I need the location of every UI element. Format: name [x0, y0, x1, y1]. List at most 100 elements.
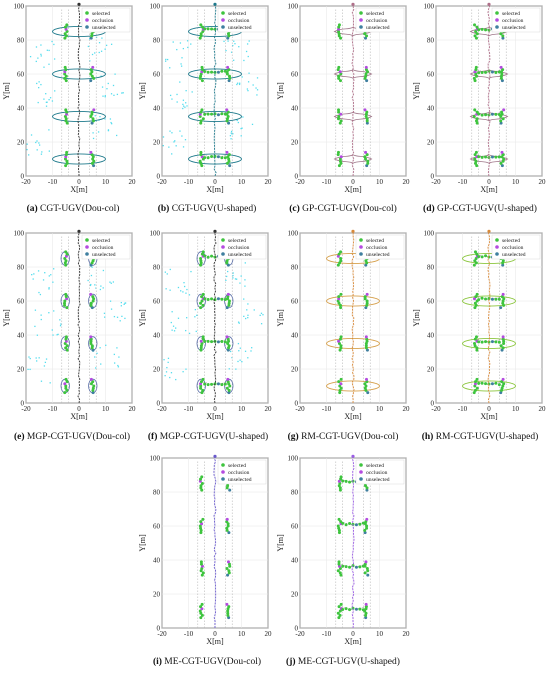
noise-point — [107, 82, 109, 85]
trajectory-path — [77, 5, 81, 177]
selected-point — [365, 486, 369, 490]
noise-point — [236, 119, 238, 122]
legend-marker — [85, 18, 89, 22]
y-tick-label: 60 — [153, 523, 161, 531]
selected-point — [363, 295, 367, 299]
occlusion-point — [226, 292, 230, 296]
noise-point — [100, 363, 102, 365]
selected-point — [366, 70, 370, 74]
selected-point — [89, 72, 93, 76]
x-tick-label: 0 — [213, 178, 217, 186]
selected-point — [499, 161, 503, 165]
noise-point — [40, 83, 42, 86]
selected-point — [337, 562, 341, 566]
noise-point — [169, 94, 172, 97]
legend-marker — [359, 11, 363, 15]
legend-label: selected — [92, 11, 110, 17]
selected-point — [501, 346, 505, 350]
noise-point — [223, 40, 225, 43]
selected-point — [64, 386, 68, 390]
selected-point — [226, 522, 230, 526]
selected-point — [199, 261, 203, 265]
x-tick-label: -20 — [295, 405, 305, 413]
legend-label: occlusion — [228, 245, 250, 251]
occlusion-point — [225, 108, 229, 112]
noise-point — [232, 133, 234, 135]
selected-point — [499, 76, 503, 80]
noise-point — [181, 135, 183, 137]
selected-point — [473, 23, 477, 27]
legend-marker — [359, 238, 363, 242]
noise-point — [109, 300, 112, 302]
selected-point — [64, 119, 68, 123]
trajectory-path — [487, 5, 491, 177]
selected-point — [200, 299, 204, 303]
selected-point — [336, 524, 340, 528]
selected-point — [199, 477, 203, 481]
x-tick-label: 10 — [102, 405, 110, 413]
legend-box — [217, 234, 267, 260]
selected-point — [499, 344, 503, 348]
selected-point — [499, 119, 503, 123]
noise-point — [106, 88, 108, 90]
selected-point — [497, 70, 501, 74]
x-tick-label: 20 — [265, 630, 273, 638]
noise-point — [116, 347, 118, 349]
selected-point — [90, 112, 94, 116]
selected-point — [92, 76, 96, 80]
legend-box — [81, 7, 131, 33]
selected-point — [228, 564, 232, 568]
y-tick-label: 0 — [431, 400, 435, 408]
selected-point — [201, 117, 205, 121]
noise-point — [227, 40, 229, 42]
trajectory-end-marker — [351, 229, 355, 233]
selected-point — [64, 259, 68, 263]
noise-point — [44, 361, 47, 364]
selected-point — [339, 346, 343, 350]
noise-point — [36, 82, 38, 85]
x-tick-label: -20 — [157, 405, 167, 413]
selected-point — [337, 30, 341, 33]
selected-point — [339, 520, 343, 524]
noise-point — [30, 134, 33, 136]
noise-point — [95, 287, 97, 289]
selected-point — [65, 348, 69, 352]
noise-point — [165, 60, 167, 62]
noise-point — [105, 344, 107, 346]
selected-point — [484, 382, 488, 386]
selected-point — [63, 157, 67, 161]
selected-point — [497, 383, 501, 387]
unselected-point — [226, 348, 230, 352]
noise-point — [37, 270, 40, 272]
noise-point — [49, 97, 52, 99]
noise-point — [177, 317, 180, 319]
selected-point — [500, 380, 504, 384]
noise-point — [28, 356, 30, 358]
selected-point — [497, 155, 501, 159]
noise-point — [116, 93, 119, 96]
noise-point — [36, 149, 38, 151]
noise-point — [234, 43, 236, 45]
legend-marker — [85, 238, 89, 242]
selected-point — [337, 65, 341, 69]
noise-point — [113, 315, 116, 318]
selected-point — [200, 79, 204, 83]
y-axis-label: Y[m] — [276, 534, 285, 552]
occlusion-point — [65, 112, 69, 116]
occlusion-point — [65, 297, 69, 301]
noise-point — [113, 362, 116, 364]
caption-d-title: GP-CGT-UGV(U-shaped) — [437, 204, 537, 214]
selected-point — [475, 346, 479, 350]
legend-label: selected — [366, 11, 384, 17]
legend-marker — [85, 252, 89, 256]
selected-point — [200, 65, 204, 69]
noise-point — [101, 37, 103, 39]
selected-point — [473, 108, 477, 112]
selected-point — [201, 303, 205, 307]
noise-point — [48, 150, 50, 152]
y-tick-label: 80 — [153, 264, 161, 272]
selected-point — [494, 381, 498, 385]
selected-point — [200, 475, 204, 479]
unselected-point — [365, 488, 369, 492]
